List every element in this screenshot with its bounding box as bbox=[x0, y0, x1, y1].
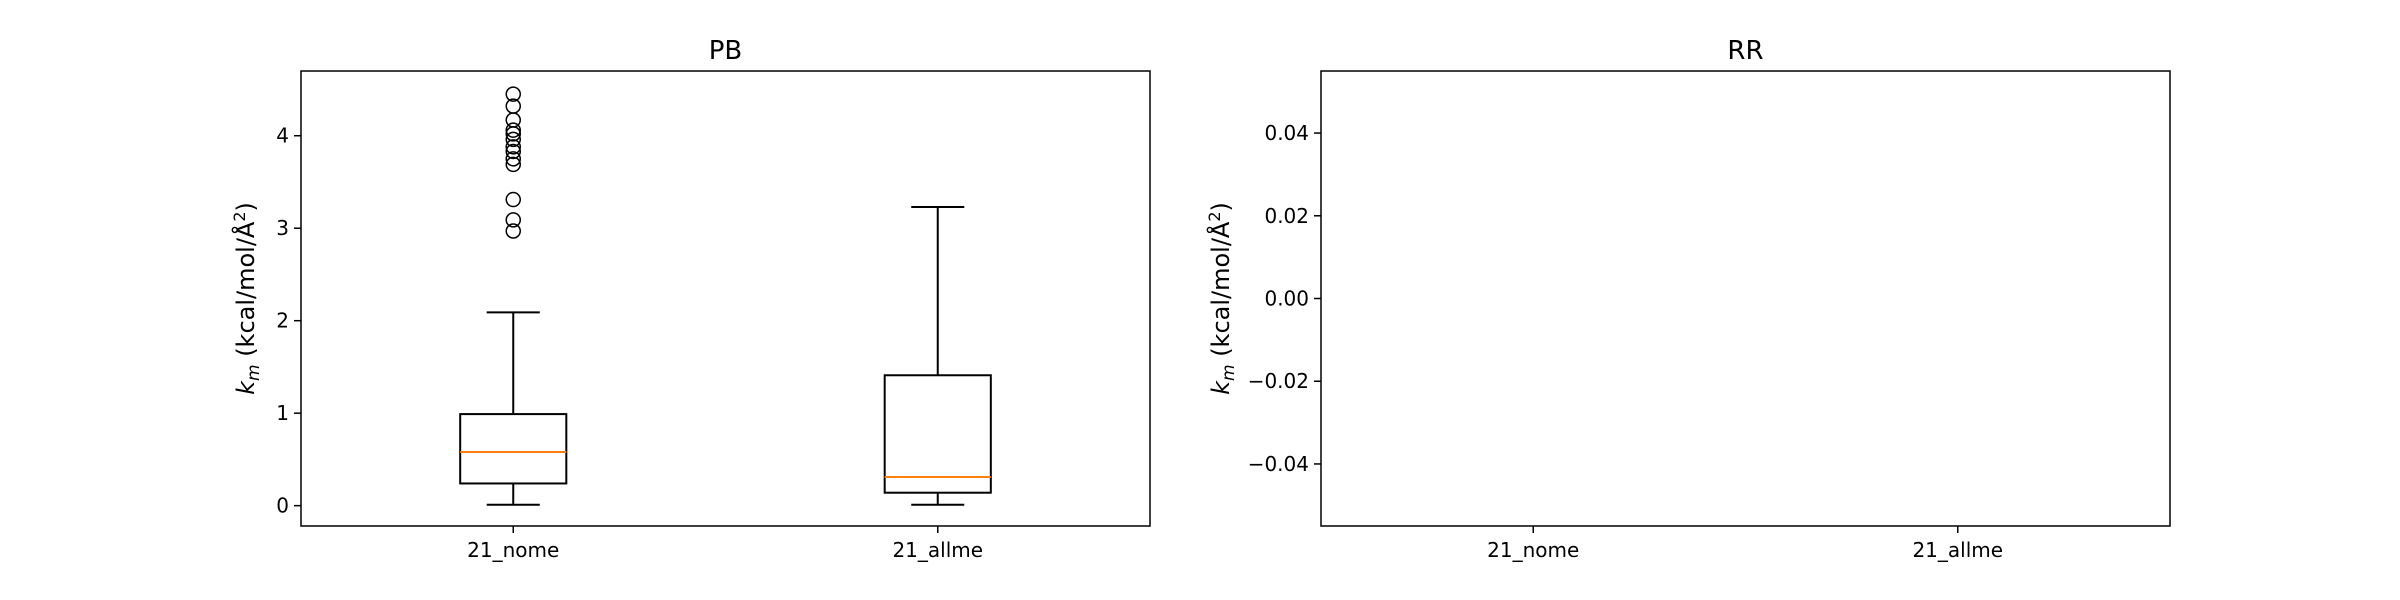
subplot-rr: RR −0.04 −0.02 0.00 0.02 0.04 21_nome 21_allme k… bbox=[1205, 36, 2171, 562]
outlier-point bbox=[505, 143, 521, 160]
outlier-point bbox=[505, 156, 521, 173]
subplot-pb: PB 0 1 2 3 4 21_nome 21_allme km (kcal/mol/Å2) bbox=[230, 36, 1151, 562]
plot-frame bbox=[1320, 70, 2171, 527]
y-tick-label: 0 bbox=[276, 494, 289, 518]
y-tick-label: 0.02 bbox=[1264, 204, 1309, 228]
iqr-box bbox=[459, 413, 568, 485]
y-tick-label: 0.00 bbox=[1264, 287, 1309, 311]
outlier-point bbox=[505, 131, 521, 148]
y-tick-label: −0.02 bbox=[1248, 369, 1309, 393]
x-tick-label: 21_allme bbox=[892, 538, 983, 562]
y-axis-label: km (kcal/mol/Å2) bbox=[1205, 202, 1239, 395]
box-21_allme bbox=[883, 205, 992, 506]
outlier-point bbox=[505, 86, 521, 102]
outlier-point bbox=[505, 223, 521, 239]
y-tick-label: 1 bbox=[276, 401, 289, 425]
y-tick-label: 3 bbox=[276, 216, 289, 240]
y-tick-label: −0.04 bbox=[1248, 452, 1309, 476]
iqr-box bbox=[883, 374, 992, 494]
box-21_nome bbox=[459, 86, 568, 506]
outlier-point bbox=[505, 191, 521, 208]
x-tick-label: 21_allme bbox=[1912, 538, 2003, 562]
y-tick-label: 0.04 bbox=[1264, 121, 1309, 145]
outlier-point bbox=[505, 98, 521, 114]
chart-title: PB bbox=[709, 36, 743, 66]
outlier-point bbox=[505, 122, 521, 138]
y-tick-label: 4 bbox=[276, 124, 289, 148]
x-tick-label: 21_nome bbox=[1487, 538, 1579, 562]
x-tick-label: 21_nome bbox=[467, 538, 559, 562]
outlier-point bbox=[505, 139, 521, 155]
outlier-point bbox=[505, 112, 521, 128]
chart-title: RR bbox=[1727, 36, 1763, 66]
plot-frame bbox=[300, 70, 1151, 527]
outlier-point bbox=[505, 151, 521, 167]
y-tick-label: 2 bbox=[276, 309, 289, 333]
y-axis-label: km (kcal/mol/Å2) bbox=[230, 202, 264, 395]
outlier-point bbox=[505, 212, 521, 228]
